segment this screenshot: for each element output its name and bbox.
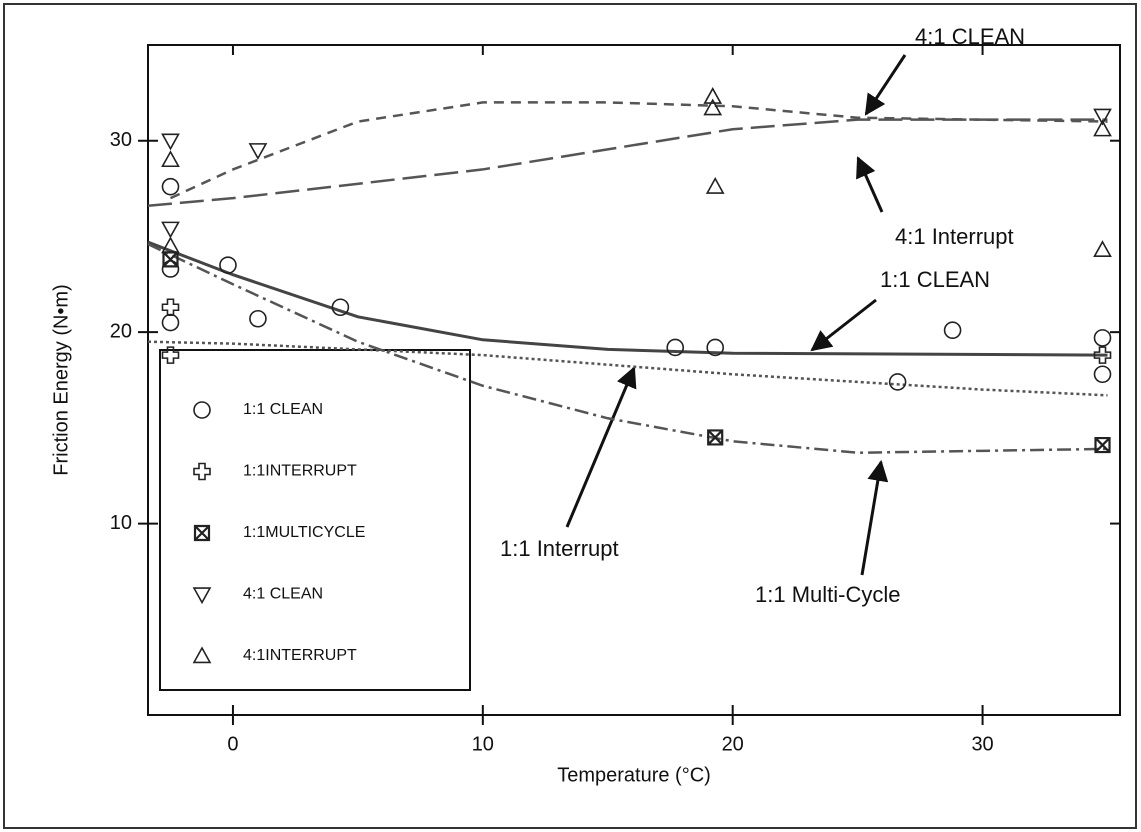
legend-label: 1:1 CLEAN (243, 401, 323, 418)
marker (161, 346, 180, 364)
legend-marker (193, 401, 211, 419)
marker (703, 98, 723, 116)
y-tick-label: 20 (110, 320, 132, 342)
legend (159, 349, 471, 691)
fit-line (147, 240, 1108, 357)
marker (1093, 108, 1112, 126)
marker (249, 309, 267, 328)
marker (248, 143, 268, 160)
marker (161, 133, 180, 151)
marker (1093, 346, 1112, 364)
marker (161, 177, 180, 196)
frame (3, 3, 1137, 829)
y-axis-label: Friction Energy (N•m) (50, 284, 72, 475)
marker (162, 251, 179, 268)
annotation: 1:1 CLEAN (880, 267, 990, 292)
legend-label: 4:1INTERRUPT (243, 647, 357, 664)
legend-label: 1:1INTERRUPT (243, 463, 357, 480)
x-tick-label: 0 (227, 733, 238, 755)
marker (161, 221, 180, 239)
x-tick-label: 30 (971, 733, 993, 755)
legend-marker (192, 587, 212, 605)
plot-area (147, 44, 1121, 716)
fit-line (169, 101, 1108, 200)
marker (161, 260, 180, 278)
marker (1094, 436, 1111, 454)
legend-marker (193, 524, 211, 542)
legend-marker (192, 646, 212, 664)
x-tick-label: 10 (472, 733, 494, 755)
marker (219, 256, 237, 274)
annotations: 4:1 CLEAN 4:1 Interrupt 1:1 CLEAN 1:1 In… (500, 24, 1025, 607)
marker (888, 373, 907, 391)
annotation: 1:1 Multi-Cycle (755, 582, 900, 607)
arrow (856, 156, 884, 213)
marker (1093, 365, 1112, 384)
marker (1093, 119, 1112, 137)
marker (666, 338, 685, 357)
y-tick-label: 30 (110, 129, 132, 151)
x-tick-label: 20 (722, 733, 744, 755)
marker (943, 321, 962, 340)
marker (1093, 240, 1112, 258)
marker (1093, 329, 1112, 347)
marker (161, 313, 180, 332)
arrow (864, 54, 907, 116)
marker (161, 236, 180, 254)
marker (331, 298, 350, 317)
marker (703, 87, 723, 104)
y-tick-label: 10 (110, 512, 132, 534)
legend-label: 4:1 CLEAN (243, 586, 323, 603)
arrow (860, 459, 889, 576)
annotation: 4:1 CLEAN (915, 24, 1025, 49)
arrow (810, 298, 877, 352)
marker (706, 338, 725, 357)
fit-line (147, 118, 1108, 208)
marker (161, 150, 180, 168)
arrow (565, 366, 637, 528)
marker (161, 298, 180, 317)
marker (707, 429, 724, 446)
x-axis-label: Temperature (°C) (557, 764, 711, 786)
annotation: 1:1 Interrupt (500, 536, 619, 561)
marker (705, 177, 725, 194)
fit-line (147, 242, 1108, 454)
annotation: 4:1 Interrupt (895, 224, 1014, 249)
legend-marker (193, 462, 211, 481)
legend-label: 1:1MULTICYCLE (243, 524, 365, 541)
